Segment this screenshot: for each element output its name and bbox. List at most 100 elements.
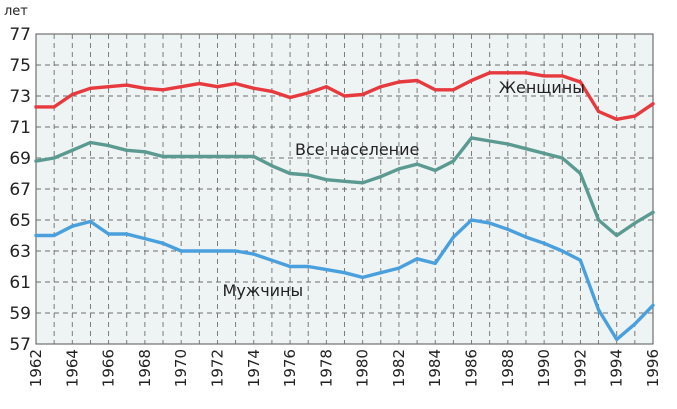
data-point [215,249,220,253]
data-point [379,271,383,275]
data-point [161,154,165,159]
data-point [415,257,419,261]
data-point [324,268,328,272]
data-point [488,139,492,143]
data-point [324,85,328,89]
x-tick-label: 1988 [499,349,517,387]
data-point [615,337,619,341]
y-axis: 57 59 61 63 65 67 69 71 73 75 77 [9,25,31,355]
data-point [542,151,546,155]
data-point [34,159,38,163]
data-point [596,218,601,222]
data-point [52,156,56,160]
x-tick-label: 1972 [208,349,226,387]
data-point [633,221,637,225]
y-tick-label: 69 [9,149,31,169]
grid-layer [36,34,653,344]
series-label: Женщины [499,78,585,97]
data-point [524,71,528,75]
data-point [615,117,619,121]
data-point [270,89,274,93]
data-point [361,275,365,279]
data-point [197,154,201,159]
data-point [651,303,655,307]
data-point [34,233,38,238]
x-tick-label: 1978 [317,349,335,387]
data-point [342,179,347,183]
data-point [361,181,365,185]
data-point [433,261,437,265]
data-point [306,173,310,177]
x-tick-label: 1976 [281,349,299,387]
data-point [651,102,655,106]
data-point [179,154,183,159]
x-tick-label: 1992 [571,349,589,387]
data-point [143,86,147,90]
label-layer: Женщины Все население Мужчины [223,78,585,300]
data-point [161,88,165,92]
data-point [379,85,383,89]
data-point [596,308,601,312]
data-point [596,109,601,114]
data-point [469,218,474,222]
x-tick-label: 1962 [27,349,45,387]
y-tick-label: 59 [9,304,31,324]
x-tick-label: 1968 [136,349,154,387]
y-tick-label: 67 [9,180,31,200]
data-point [252,252,256,256]
data-point [288,95,292,100]
data-point [179,85,183,89]
data-point [524,235,528,239]
data-point [578,80,583,84]
y-tick-label: 57 [9,335,31,355]
x-tick-label: 1996 [644,349,662,387]
x-tick-label: 1994 [608,349,626,387]
data-point [451,88,455,92]
data-point [288,171,292,176]
data-point [433,168,437,172]
data-point [88,140,93,145]
y-tick-label: 75 [9,56,31,76]
data-point [34,105,38,109]
data-point [125,232,129,236]
data-point [397,167,401,171]
data-point [397,266,401,270]
data-point [70,224,74,228]
y-tick-label: 77 [9,25,31,45]
data-point [106,232,111,236]
data-point [342,94,347,98]
x-tick-label: 1986 [463,349,481,387]
data-point [197,249,201,253]
data-point [506,227,510,231]
data-point [506,142,510,146]
data-point [633,322,637,326]
data-point [270,258,274,262]
data-point [306,91,310,95]
data-point [578,258,583,262]
x-tick-label: 1964 [63,349,81,387]
x-tick-label: 1980 [354,349,372,387]
data-point [197,82,201,86]
series-label: Все население [295,140,419,159]
data-point [270,164,274,168]
data-point [379,175,383,179]
x-tick-label: 1970 [172,349,190,387]
data-point [542,74,546,78]
y-tick-label: 73 [9,87,31,107]
data-point [252,154,256,159]
data-point [125,148,129,152]
data-point [306,264,310,269]
y-tick-label: 61 [9,273,31,293]
y-axis-unit-label: лет [4,4,28,19]
data-point [179,249,183,253]
x-tick-label: 1984 [426,349,444,387]
data-point [234,249,238,253]
data-point [234,82,238,86]
series-label: Мужчины [223,281,304,300]
x-tick-label: 1966 [100,349,118,387]
y-tick-label: 65 [9,211,31,231]
data-point [415,162,419,166]
data-point [469,136,474,140]
data-point [52,105,56,109]
